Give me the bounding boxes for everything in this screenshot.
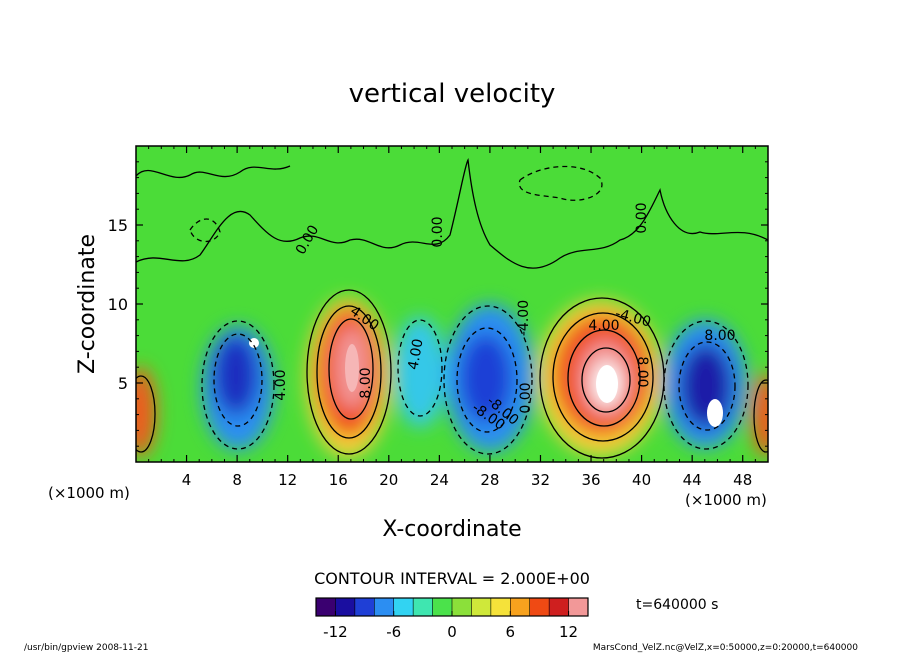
downdraft-cell: [680, 344, 732, 428]
downdraft-cell: [460, 334, 512, 422]
contour-label: 8.00: [358, 367, 374, 398]
y-tick-label: 10: [108, 295, 128, 314]
contour-ring: [552, 312, 654, 442]
contour-ring: [213, 333, 263, 427]
contour-ring: [678, 341, 736, 431]
colorbar-segment: [510, 598, 531, 616]
updraft-core: [345, 344, 359, 392]
y-tick-label: 5: [118, 374, 128, 393]
contour-ring: [518, 165, 603, 201]
contour-label: 4.00: [405, 338, 426, 371]
contour-ring: [328, 318, 374, 420]
updraft-core: [596, 365, 618, 403]
x-unit-right: (×1000 m): [685, 491, 767, 509]
contour-label: 8.00: [634, 356, 650, 387]
downdraft-core: [249, 338, 259, 348]
colorbar-segment: [374, 598, 395, 616]
y-axis: 5 10 15: [108, 161, 768, 447]
updraft-cell: [136, 367, 156, 457]
x-axis-label: X-coordinate: [382, 517, 521, 542]
colorbar-segment: [529, 598, 550, 616]
y-tick-label: 15: [108, 216, 128, 235]
contour-label: 0.00: [430, 216, 446, 247]
footer-right: MarsCond_VelZ.nc@VelZ,x=0:50000,z=0:2000…: [593, 643, 858, 653]
downdraft-core: [707, 399, 723, 427]
negative-contours: [189, 165, 749, 455]
colorbar-segment: [471, 598, 492, 616]
colorbar-segment: [354, 598, 375, 616]
x-unit-left: (×1000 m): [48, 484, 130, 502]
colorbar-segment: [393, 598, 414, 616]
downdraft-cell: [214, 335, 258, 415]
x-tick-label: 44: [683, 471, 702, 489]
colorbar-segment: [413, 598, 434, 616]
x-tick-label: 48: [733, 471, 752, 489]
contour-label: 0.00: [518, 382, 534, 413]
contour-ring: [456, 327, 518, 433]
colorbar-segment: [316, 598, 336, 616]
contour-ring: [443, 305, 533, 455]
x-tick-label: 12: [278, 471, 297, 489]
zero-contour: [136, 165, 291, 178]
x-tick-label: 40: [632, 471, 651, 489]
x-tick-label: 16: [329, 471, 348, 489]
chart-title: vertical velocity: [349, 79, 556, 109]
time-label: t=640000 s: [636, 597, 718, 613]
x-tick-label: 28: [480, 471, 499, 489]
contour-ring: [663, 320, 749, 450]
contour-ring: [306, 289, 392, 455]
colorbar-segment: [549, 598, 570, 616]
contour-label: 0.00: [634, 202, 650, 233]
y-axis-label: Z-coordinate: [75, 234, 100, 374]
contour-ring: [397, 319, 443, 417]
contour-ring: [567, 329, 641, 427]
colorbar-tick-label: -12: [323, 623, 348, 641]
x-tick-label: 32: [531, 471, 550, 489]
contour-ring: [136, 375, 156, 453]
zero-contour: [136, 158, 768, 269]
colorbar-tick-label: -6: [386, 623, 401, 641]
colorbar-ticks: -12 -6 0 6 12: [323, 611, 578, 641]
footer-left: /usr/bin/gpview 2008-11-21: [24, 643, 148, 653]
colorbar-segment: [432, 598, 453, 616]
colorbar-tick-label: 12: [559, 623, 578, 641]
contour-ring: [581, 347, 631, 413]
x-tick-label: 8: [232, 471, 242, 489]
contour-label: 4.00: [273, 369, 289, 400]
colorbar-tick-label: 0: [447, 623, 457, 641]
x-tick-label: 20: [379, 471, 398, 489]
colorbar-segment: [568, 598, 589, 616]
x-tick-label: 4: [182, 471, 192, 489]
plot-area: 0.00 0.00 0.004.004.004.00-4.00-4.008.00-8…: [136, 146, 768, 462]
downdraft-cell: [394, 317, 446, 427]
contour-ring: [201, 320, 275, 450]
x-tick-label: 24: [430, 471, 449, 489]
colorbar-segment: [490, 598, 511, 616]
x-axis: 4 8 12 16 20 24 28 32 36 40 44 48: [148, 146, 756, 489]
contour-ring: [189, 218, 221, 243]
contour-label: -4.00: [516, 300, 532, 336]
colorbar-segment: [335, 598, 356, 616]
contour-label: 8.00: [704, 328, 735, 344]
contour-ring: [316, 305, 382, 439]
contour-interval: CONTOUR INTERVAL = 2.000E+00: [314, 569, 590, 588]
colorbar-segment: [452, 598, 472, 616]
contour-label: 4.00: [588, 318, 619, 334]
colorbar-tick-label: 6: [506, 623, 516, 641]
contour-ring: [753, 379, 768, 453]
x-tick-label: 36: [581, 471, 600, 489]
